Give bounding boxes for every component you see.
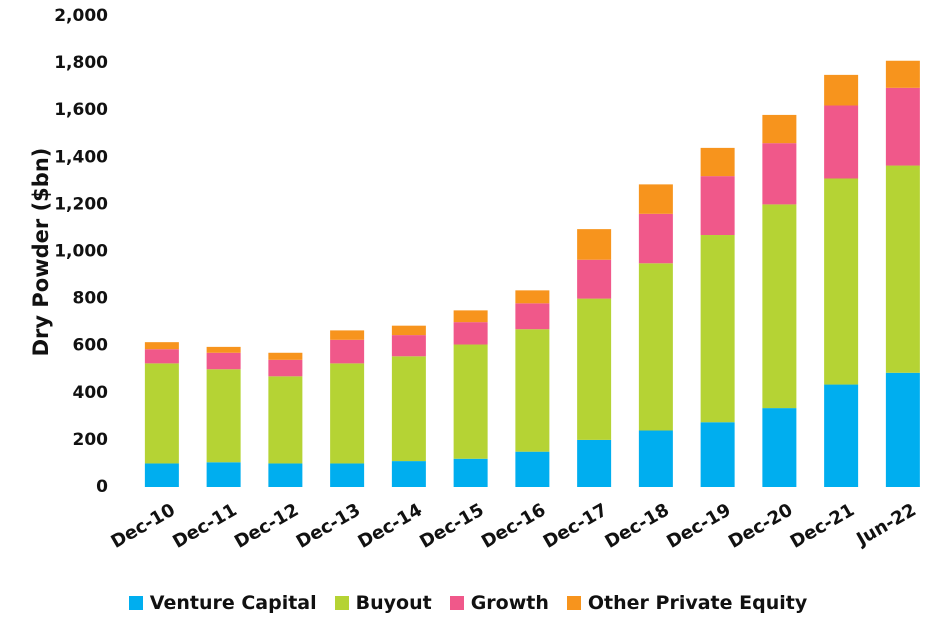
y-tick-label: 400	[73, 383, 109, 403]
bar-segment	[824, 178, 859, 385]
legend-label: Venture Capital	[149, 592, 317, 614]
bar-segment	[762, 204, 797, 409]
bar-segment	[577, 298, 612, 440]
bar-segment	[391, 325, 426, 336]
legend-item: Other Private Equity	[566, 592, 808, 614]
x-tick-label: Dec-16	[478, 499, 549, 552]
legend: Venture Capital Buyout Growth Other Private…	[0, 592, 936, 614]
bar-segment	[515, 451, 550, 487]
x-tick-label: Dec-12	[231, 499, 302, 552]
bar-segment	[330, 339, 365, 364]
bar-segment	[700, 422, 735, 487]
x-tick-label: Dec-10	[107, 499, 178, 552]
bar-segment	[453, 344, 488, 459]
bar-segment	[577, 439, 612, 487]
legend-label: Growth	[470, 592, 549, 614]
legend-label: Other Private Equity	[587, 592, 808, 614]
y-tick-label: 0	[96, 477, 108, 497]
bar-segment	[391, 356, 426, 462]
x-tick-label: Dec-21	[787, 499, 858, 552]
x-tick-label: Dec-11	[169, 499, 240, 552]
x-tick-label: Jun-22	[851, 499, 919, 551]
bar-segment	[762, 408, 797, 487]
legend-item: Buyout	[334, 592, 432, 614]
bar-segment	[268, 463, 303, 487]
bar-segment	[638, 263, 673, 431]
bar-segment	[638, 430, 673, 487]
legend-swatch	[449, 596, 464, 610]
bar-segment	[577, 229, 612, 260]
bar-segment	[206, 369, 241, 463]
bar-segment	[144, 342, 179, 350]
bar-segment	[268, 376, 303, 464]
x-tick-label: Dec-14	[354, 499, 425, 552]
bar-segment	[824, 105, 859, 179]
y-tick-label: 1,800	[54, 53, 108, 73]
bar-segment	[268, 352, 303, 360]
x-tick-label: Dec-17	[540, 499, 611, 552]
bar-segment	[638, 184, 673, 214]
y-tick-label: 1,000	[54, 242, 108, 262]
bar-segment	[762, 114, 797, 144]
legend-swatch	[566, 596, 581, 610]
bar-segment	[330, 363, 365, 464]
y-tick-label: 1,600	[54, 100, 108, 120]
bar-segment	[268, 359, 303, 377]
legend-item: Venture Capital	[128, 592, 317, 614]
bar-segment	[453, 310, 488, 323]
bar-segment	[885, 87, 920, 166]
bar-segment	[638, 213, 673, 264]
bar-segment	[453, 458, 488, 487]
y-axis-label: Dry Powder ($bn)	[29, 148, 53, 357]
bar-segment	[577, 259, 612, 299]
bar-segment	[885, 60, 920, 88]
y-tick-label: 200	[73, 430, 109, 450]
x-tick-label: Dec-13	[293, 499, 364, 552]
x-tick-label: Dec-18	[601, 499, 672, 552]
x-tick-label: Dec-15	[416, 499, 487, 552]
bar-segment	[885, 165, 920, 373]
legend-swatch	[334, 596, 349, 610]
bar-segment	[700, 176, 735, 236]
legend-swatch	[128, 596, 143, 610]
bar-segment	[330, 463, 365, 487]
bar-segment	[144, 363, 179, 464]
bar-segment	[144, 349, 179, 364]
bar-segment	[700, 235, 735, 423]
x-tick-label: Dec-19	[663, 499, 734, 552]
bar-segment	[391, 461, 426, 487]
y-tick-label: 2,000	[54, 6, 108, 26]
bar-segment	[206, 462, 241, 487]
bar-segment	[885, 372, 920, 487]
bar-segment	[453, 322, 488, 345]
bar-segment	[515, 329, 550, 452]
bar-segment	[515, 303, 550, 330]
bar-segment	[391, 335, 426, 357]
bar-segment	[762, 143, 797, 205]
chart: Dry Powder ($bn) 0 200 400 600 800 1,000 1,200…	[29, 6, 920, 553]
bar-segment	[206, 352, 241, 370]
y-tick-label: 800	[73, 289, 109, 309]
y-tick-label: 1,400	[54, 147, 108, 167]
bar-segment	[700, 147, 735, 177]
bar-segment	[144, 463, 179, 487]
bar-segment	[330, 330, 365, 340]
bar-segment	[824, 74, 859, 106]
bar-segment	[206, 346, 241, 353]
legend-label: Buyout	[355, 592, 432, 614]
y-tick-label: 1,200	[54, 194, 108, 214]
y-tick-label: 600	[73, 336, 109, 356]
bar-segment	[515, 290, 550, 304]
x-tick-label: Dec-20	[725, 499, 796, 552]
bar-segment	[824, 384, 859, 487]
legend-item: Growth	[449, 592, 549, 614]
